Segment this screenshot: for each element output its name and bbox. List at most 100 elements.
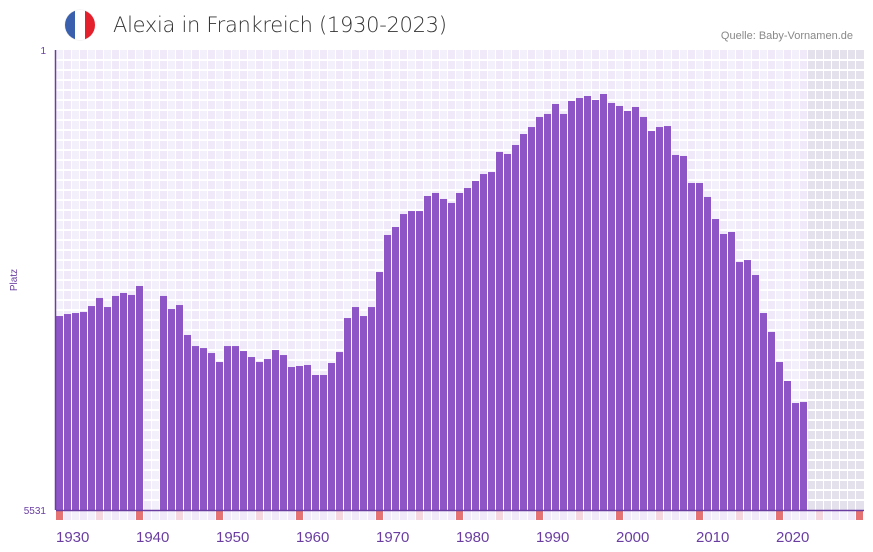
year-marker xyxy=(800,511,807,520)
year-marker xyxy=(256,511,263,520)
bar-1987 xyxy=(512,144,519,510)
year-marker xyxy=(576,511,583,520)
year-marker xyxy=(840,511,847,520)
year-marker xyxy=(760,511,767,520)
year-marker xyxy=(824,511,831,520)
year-marker xyxy=(384,511,391,520)
bar-1960 xyxy=(296,366,303,510)
bar-1958 xyxy=(280,355,287,510)
x-tick-label: 1940 xyxy=(136,529,169,546)
year-marker xyxy=(448,511,455,520)
year-marker xyxy=(648,511,655,520)
bar-2008 xyxy=(680,155,687,511)
x-tick-label: 1930 xyxy=(56,529,89,546)
year-marker xyxy=(536,511,543,520)
year-marker xyxy=(208,511,215,520)
year-marker xyxy=(728,511,735,520)
year-marker xyxy=(184,511,191,520)
year-marker xyxy=(152,511,159,520)
year-marker xyxy=(816,511,823,520)
year-marker xyxy=(232,511,239,520)
bar-1999 xyxy=(608,102,615,511)
year-marker xyxy=(584,511,591,520)
year-marker xyxy=(832,511,839,520)
bar-1984 xyxy=(488,172,495,510)
bar-1983 xyxy=(480,174,487,510)
year-marker xyxy=(736,511,743,520)
year-marker xyxy=(496,511,503,520)
year-marker xyxy=(176,511,183,520)
bar-1975 xyxy=(416,211,423,510)
year-marker xyxy=(400,511,407,520)
bar-2014 xyxy=(728,232,735,511)
year-marker xyxy=(688,511,695,520)
year-marker xyxy=(312,511,319,520)
year-marker xyxy=(192,511,199,520)
bar-1953 xyxy=(240,351,247,510)
year-marker xyxy=(672,511,679,520)
bar-2023 xyxy=(800,402,807,510)
bar-1979 xyxy=(448,202,455,510)
year-marker xyxy=(616,511,623,520)
year-marker xyxy=(504,511,511,520)
bar-2013 xyxy=(720,234,727,510)
bar-1959 xyxy=(288,367,295,510)
year-marker xyxy=(136,511,143,520)
bar-1973 xyxy=(400,214,407,510)
x-tick-label: 2000 xyxy=(616,529,649,546)
bar-1934 xyxy=(88,306,95,510)
bar-1949 xyxy=(208,353,215,510)
bar-1991 xyxy=(544,113,551,510)
year-marker xyxy=(768,511,775,520)
bar-2015 xyxy=(736,262,743,510)
year-marker xyxy=(328,511,335,520)
bar-1933 xyxy=(80,312,87,510)
year-marker xyxy=(600,511,607,520)
bar-1977 xyxy=(432,192,439,510)
year-marker xyxy=(776,511,783,520)
year-marker xyxy=(520,511,527,520)
x-tick-label: 1950 xyxy=(216,529,249,546)
flag-blue-stripe xyxy=(65,10,75,40)
bar-1956 xyxy=(264,359,271,510)
year-marker xyxy=(88,511,95,520)
bar-2021 xyxy=(784,380,791,510)
year-marker xyxy=(720,511,727,520)
bar-1935 xyxy=(96,297,103,510)
year-marker xyxy=(304,511,311,520)
bar-1957 xyxy=(272,350,279,510)
bar-1955 xyxy=(256,362,263,510)
year-marker xyxy=(224,511,231,520)
year-marker xyxy=(656,511,663,520)
year-marker xyxy=(552,511,559,520)
year-marker xyxy=(392,511,399,520)
year-marker xyxy=(632,511,639,520)
year-marker xyxy=(56,511,63,520)
chart-title: Alexia in Frankreich (1930-2023) xyxy=(113,13,447,37)
bar-1993 xyxy=(560,113,567,510)
bar-1961 xyxy=(304,365,311,510)
bar-2012 xyxy=(712,219,719,510)
x-tick-label: 2010 xyxy=(696,529,729,546)
year-marker xyxy=(240,511,247,520)
bar-1996 xyxy=(584,96,591,510)
year-marker xyxy=(680,511,687,520)
bar-1948 xyxy=(200,348,207,510)
year-marker xyxy=(424,511,431,520)
bar-1998 xyxy=(600,94,607,511)
bar-1936 xyxy=(104,307,111,510)
year-marker xyxy=(848,511,855,520)
year-marker xyxy=(368,511,375,520)
bar-2005 xyxy=(656,127,663,510)
bar-1932 xyxy=(72,313,79,510)
bar-1966 xyxy=(344,318,351,510)
plot-area xyxy=(56,50,864,520)
year-marker xyxy=(560,511,567,520)
year-marker xyxy=(544,511,551,520)
bar-2016 xyxy=(744,260,751,510)
year-marker xyxy=(80,511,87,520)
year-marker xyxy=(624,511,631,520)
year-marker xyxy=(752,511,759,520)
year-marker xyxy=(640,511,647,520)
